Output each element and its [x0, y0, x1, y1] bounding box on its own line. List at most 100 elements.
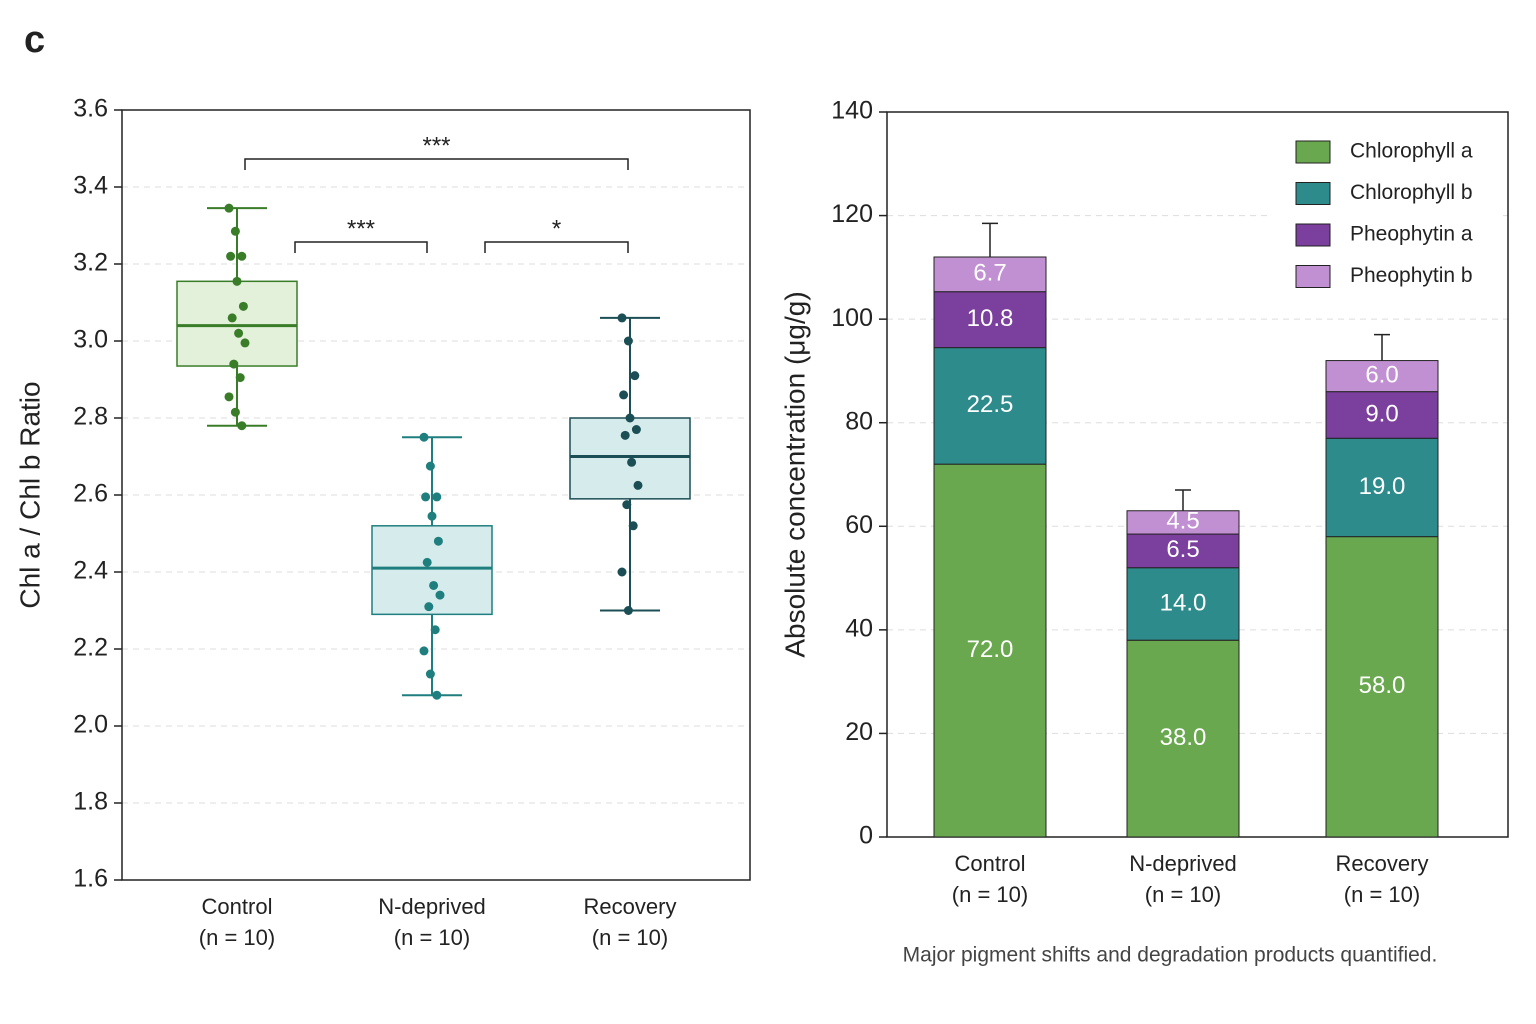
x-tick-sublabel: (n = 10): [952, 882, 1028, 907]
x-tick-label: N-deprived: [1129, 851, 1237, 876]
box: [371, 525, 493, 616]
bar-segment: [1325, 391, 1439, 439]
data-point: [631, 425, 641, 435]
y-tick-label: 2.0: [73, 711, 108, 739]
x-tick-sublabel: (n = 10): [394, 925, 470, 950]
error-bar: [1374, 333, 1390, 361]
significance-bracket: [484, 241, 629, 253]
box: [176, 280, 298, 367]
y-tick-label: 140: [831, 97, 873, 125]
y-tick-label: 1.8: [73, 788, 108, 816]
caption: Major pigment shifts and degradation pro…: [903, 944, 1438, 967]
data-point: [229, 359, 239, 369]
data-point: [433, 536, 443, 546]
x-tick-sublabel: (n = 10): [592, 925, 668, 950]
y-tick-label: 2.4: [73, 557, 108, 585]
data-point: [435, 590, 445, 600]
y-tick-label: 20: [845, 718, 873, 746]
data-point: [237, 421, 247, 431]
legend-label: Pheophytin b: [1350, 264, 1473, 287]
bar-segment: [933, 463, 1047, 838]
data-point: [224, 203, 234, 213]
data-point: [617, 567, 627, 577]
y-tick-label: 60: [845, 511, 873, 539]
data-point: [625, 413, 635, 423]
y-tick-label: 2.2: [73, 634, 108, 662]
data-point: [620, 430, 630, 440]
data-point: [235, 373, 245, 383]
significance-bracket: [294, 241, 428, 253]
data-point: [230, 226, 240, 236]
bar-value-label: 6.7: [973, 260, 1006, 287]
data-point: [234, 328, 244, 338]
data-point: [424, 602, 434, 612]
bar-value-label: 6.5: [1166, 536, 1199, 563]
bar-segment: [933, 291, 1047, 349]
bar-value-label: 14.0: [1160, 589, 1207, 616]
legend-swatch: [1295, 223, 1331, 247]
x-tick-sublabel: (n = 10): [1344, 882, 1420, 907]
data-point: [617, 313, 627, 323]
data-point: [226, 251, 236, 261]
y-tick-label: 2.8: [73, 403, 108, 431]
data-point: [432, 690, 442, 700]
bar-segment: [1126, 567, 1240, 641]
bar-value-label: 58.0: [1359, 672, 1406, 699]
data-point: [432, 492, 442, 502]
data-point: [230, 407, 240, 417]
legend-label: Chlorophyll a: [1350, 140, 1473, 163]
data-point: [425, 669, 435, 679]
data-point: [623, 606, 633, 615]
y-tick-label: 3.4: [73, 172, 108, 200]
x-tick-label: Control: [202, 894, 273, 919]
x-tick-sublabel: (n = 10): [1145, 882, 1221, 907]
data-point: [227, 313, 237, 323]
data-point: [419, 432, 429, 442]
data-point: [419, 646, 429, 656]
y-axis-label: Chl a / Chl b Ratio: [14, 381, 45, 608]
data-point: [623, 336, 633, 346]
bar-segment: [933, 256, 1047, 293]
bar-value-label: 9.0: [1365, 400, 1398, 427]
y-tick-label: 3.2: [73, 249, 108, 277]
bar-value-label: 19.0: [1359, 473, 1406, 500]
x-tick-label: Recovery: [1336, 851, 1429, 876]
data-point: [633, 480, 643, 490]
legend-swatch: [1295, 140, 1331, 164]
data-point: [622, 500, 632, 510]
bar-value-label: 6.0: [1365, 361, 1398, 388]
significance-bracket: [244, 158, 629, 170]
error-bar: [1175, 489, 1191, 511]
bar-value-label: 38.0: [1160, 724, 1207, 751]
data-point: [224, 392, 234, 402]
data-point: [237, 251, 247, 261]
significance-label: *: [552, 215, 561, 242]
x-tick-label: Control: [955, 851, 1026, 876]
data-point: [628, 521, 638, 531]
bar-value-label: 72.0: [967, 636, 1014, 663]
panel-label: c: [24, 19, 45, 61]
bar-segment: [1126, 639, 1240, 838]
plot-frame: [121, 109, 751, 881]
data-point: [430, 625, 440, 635]
data-point: [240, 338, 250, 348]
data-point: [425, 461, 435, 471]
legend-swatch: [1295, 265, 1331, 288]
x-tick-label: N-deprived: [378, 894, 486, 919]
data-point: [627, 457, 637, 467]
bar-segment: [1325, 437, 1439, 538]
data-point: [429, 580, 439, 590]
bar-segment: [1126, 533, 1240, 569]
data-point: [232, 276, 242, 286]
bar-segment: [1325, 536, 1439, 838]
data-point: [427, 511, 437, 521]
y-tick-label: 40: [845, 614, 873, 642]
bar-value-label: 10.8: [967, 305, 1014, 332]
x-tick-sublabel: (n = 10): [199, 925, 275, 950]
significance-label: ***: [347, 215, 375, 242]
y-tick-label: 80: [845, 407, 873, 435]
y-tick-label: 3.6: [73, 95, 108, 123]
y-tick-label: 100: [831, 304, 873, 332]
data-point: [619, 390, 629, 400]
